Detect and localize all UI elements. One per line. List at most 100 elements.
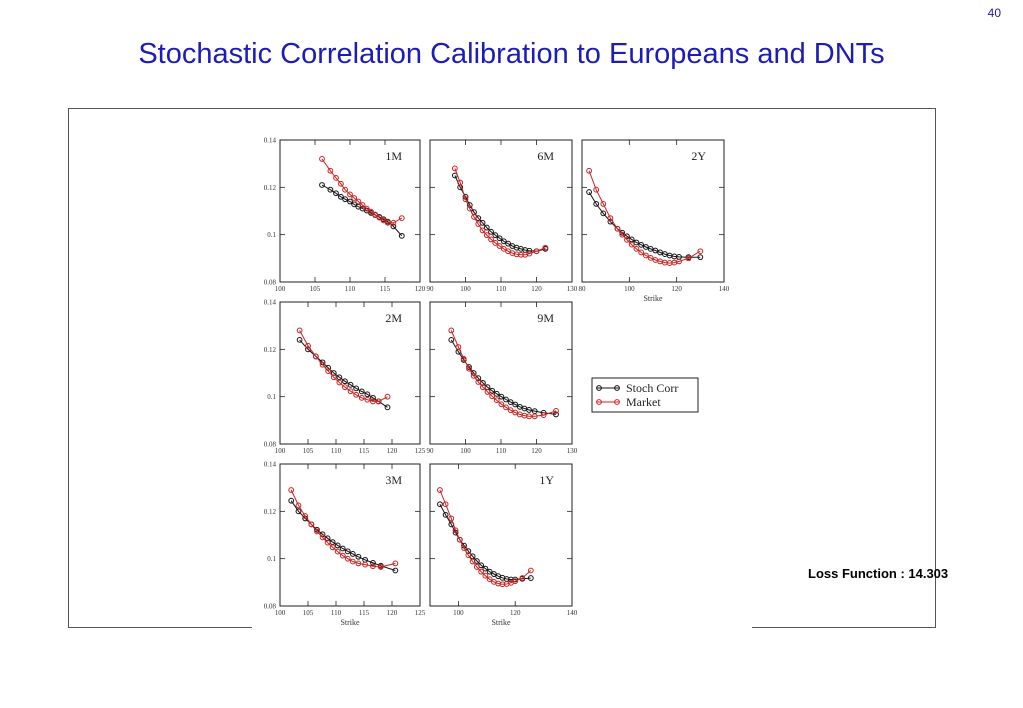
data-point-market	[312, 353, 319, 360]
data-point-market	[296, 327, 303, 334]
x-tick-label: 90	[427, 447, 435, 455]
data-point-market	[479, 384, 486, 391]
data-point-market	[619, 231, 626, 238]
data-point-market	[384, 393, 391, 400]
data-point-market	[614, 225, 621, 232]
y-tick-label: 0.12	[264, 346, 277, 354]
panel-label: 2M	[385, 311, 402, 325]
data-point-market	[347, 388, 354, 395]
data-point-market	[351, 195, 358, 201]
data-point-stoch-corr	[483, 224, 490, 231]
data-point-market	[469, 558, 476, 565]
data-point-stoch-corr	[295, 508, 302, 515]
data-point-stoch-corr	[347, 198, 353, 205]
legend-marker	[614, 385, 620, 391]
x-tick-label: 80	[579, 285, 587, 293]
data-point-market	[375, 398, 382, 405]
data-point-stoch-corr	[493, 390, 500, 397]
data-point-stoch-corr	[488, 228, 494, 235]
x-tick-label: 130	[567, 285, 578, 293]
data-point-stoch-corr	[600, 210, 607, 217]
data-point-market	[370, 563, 376, 570]
data-point-market	[363, 205, 370, 212]
data-point-stoch-corr	[338, 193, 344, 200]
data-point-market	[493, 397, 500, 404]
x-tick-label: 110	[345, 285, 356, 293]
x-axis-label: Strike	[491, 618, 511, 627]
data-point-market	[489, 393, 496, 400]
legend-entry: Market	[626, 395, 661, 409]
data-point-market	[339, 552, 346, 559]
data-point-market	[344, 555, 351, 562]
data-point-market	[342, 186, 349, 193]
data-point-market	[314, 528, 320, 535]
legend-marker	[596, 399, 602, 405]
data-point-stoch-corr	[364, 391, 371, 398]
data-point-market	[531, 413, 538, 420]
data-point-stoch-corr	[355, 553, 362, 560]
series-line-market	[299, 330, 388, 402]
data-point-stoch-corr	[342, 378, 348, 385]
x-tick-label: 120	[510, 609, 521, 617]
x-axis-label: Strike	[643, 294, 663, 303]
data-point-market	[308, 521, 315, 528]
data-point-stoch-corr	[353, 385, 360, 392]
data-point-market	[471, 214, 477, 220]
data-point-stoch-corr	[342, 196, 349, 203]
data-point-stoch-corr	[398, 232, 405, 239]
loss-function-label: Loss Function : 14.303	[808, 566, 949, 581]
data-point-market	[676, 258, 682, 265]
data-point-market	[475, 221, 482, 227]
data-point-market	[540, 412, 547, 419]
panel-frame	[581, 139, 725, 283]
x-tick-label: 125	[415, 609, 426, 617]
data-point-stoch-corr	[638, 241, 645, 248]
x-tick-label: 90	[427, 285, 435, 293]
data-point-market	[324, 539, 331, 546]
data-point-market	[461, 545, 467, 551]
y-tick-label: 0.12	[264, 508, 277, 516]
data-point-stoch-corr	[296, 336, 303, 343]
panel-9m: 90 100 110 120 130 9M	[427, 301, 578, 455]
data-point-market	[482, 572, 489, 579]
y-tick-label: 0.1	[267, 555, 276, 563]
data-point-market	[526, 413, 532, 420]
data-point-market	[319, 361, 326, 368]
data-point-market	[685, 255, 692, 262]
data-point-stoch-corr	[503, 396, 509, 403]
x-tick-label: 115	[359, 447, 370, 455]
data-point-stoch-corr	[486, 568, 493, 575]
data-point-market	[586, 167, 592, 174]
data-point-market	[338, 180, 344, 187]
panel-label: 2Y	[691, 149, 706, 163]
data-point-stoch-corr	[330, 370, 337, 376]
series-line-market	[450, 330, 557, 417]
data-point-stoch-corr	[344, 548, 351, 555]
page-number: 40	[987, 6, 1001, 20]
x-tick-label: 120	[531, 285, 542, 293]
data-point-stoch-corr	[314, 526, 320, 533]
data-point-market	[542, 244, 549, 251]
x-tick-label: 120	[387, 447, 398, 455]
x-tick-label: 105	[310, 285, 321, 293]
x-tick-label: 115	[359, 609, 370, 617]
data-point-market	[302, 513, 309, 519]
x-tick-label: 105	[303, 447, 314, 455]
data-point-stoch-corr	[351, 201, 358, 208]
data-point-stoch-corr	[349, 551, 356, 557]
panel-label: 3M	[385, 473, 402, 487]
data-point-market	[319, 156, 325, 162]
data-point-market	[643, 252, 649, 259]
data-point-market	[390, 219, 397, 226]
panel-label: 1M	[385, 149, 402, 163]
data-point-stoch-corr	[334, 542, 341, 549]
x-tick-label: 110	[496, 285, 507, 293]
x-tick-label: 115	[380, 285, 391, 293]
data-point-market	[305, 342, 311, 349]
data-point-market	[370, 398, 376, 405]
data-point-market	[600, 201, 607, 207]
slide-title: Stochastic Correlation Calibration to Eu…	[138, 38, 885, 70]
data-point-stoch-corr	[384, 404, 391, 411]
